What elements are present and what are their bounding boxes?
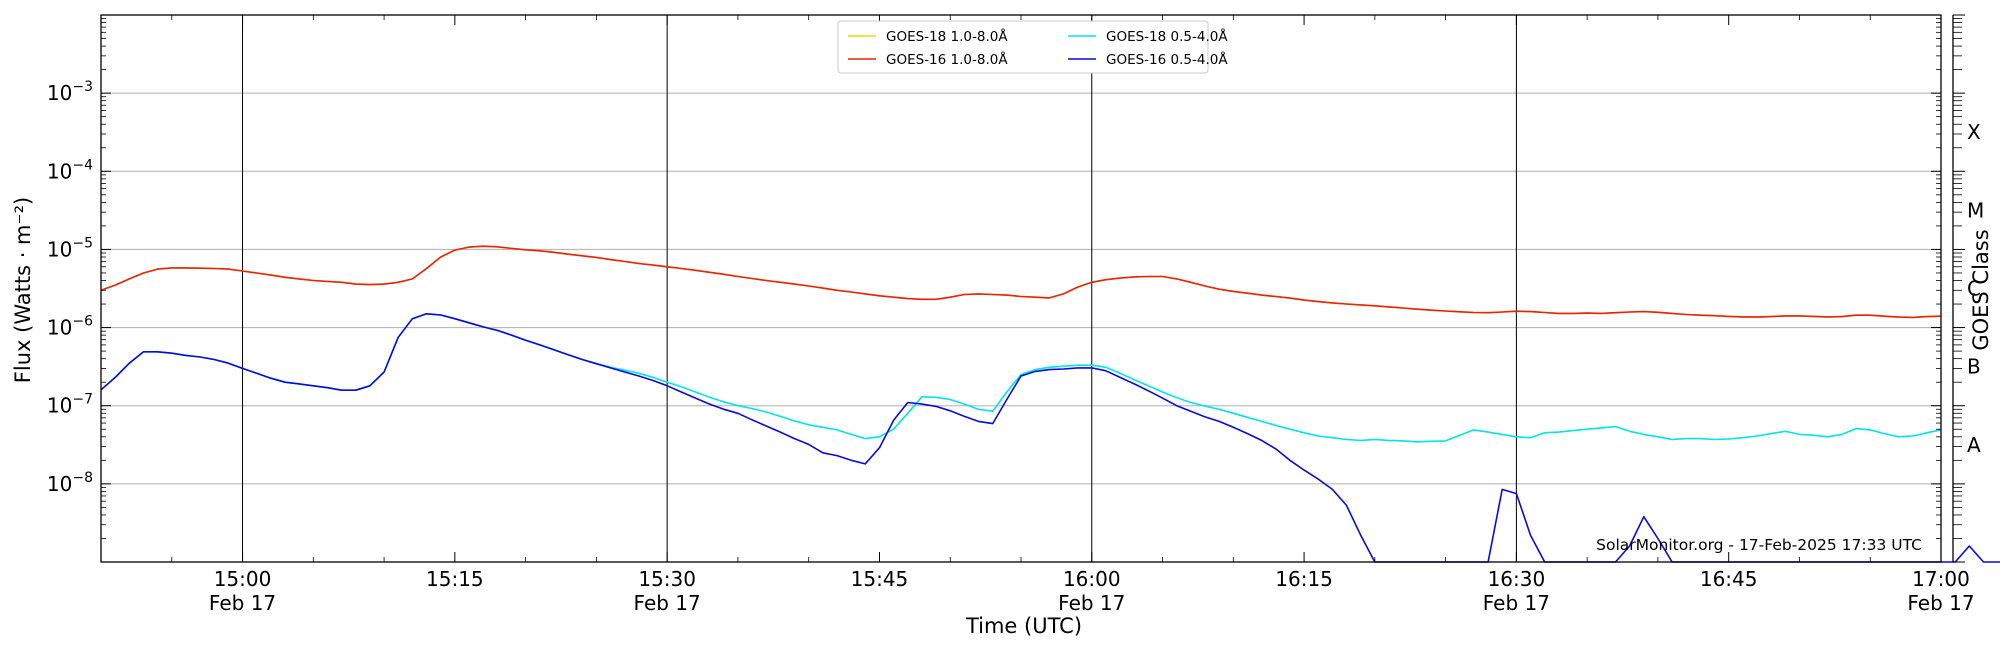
x-tick-label: 15:30	[638, 567, 696, 591]
goes-class-label-C: C	[1967, 277, 1981, 301]
goes-class-label-X: X	[1967, 120, 1981, 144]
x-tick-label: 17:00	[1912, 567, 1970, 591]
plot-frame	[100, 14, 1942, 563]
x-tick-label: 15:15	[426, 567, 484, 591]
y-tick-label: 10−7	[47, 392, 93, 418]
y-axis-title: Flux (Watts · m⁻²)	[11, 197, 35, 383]
y-tick-label: 10−4	[47, 157, 93, 183]
credit-text: SolarMonitor.org - 17-Feb-2025 17:33 UTC	[1596, 536, 1922, 554]
goes-class-label-M: M	[1967, 198, 1984, 222]
legend-label: GOES-18 0.5-4.0Å	[1106, 28, 1228, 45]
legend: GOES-18 1.0-8.0Å GOES-18 0.5-4.0Å GOES-16 …	[837, 20, 1228, 74]
right-axis-title: GOES Class	[1969, 229, 1993, 350]
x-tick-label: 15:00	[214, 567, 272, 591]
y-tick-label: 10−8	[47, 470, 93, 496]
axes	[100, 14, 1954, 563]
y-tick-label: 10−5	[47, 235, 93, 261]
legend-frame	[837, 20, 1209, 74]
legend-label: GOES-16 1.0-8.0Å	[886, 51, 1008, 68]
series-line-4	[100, 313, 2000, 563]
x-tick-date-label: Feb 17	[209, 591, 276, 615]
x-tick-label: 15:45	[851, 567, 909, 591]
x-tick-date-label: Feb 17	[634, 591, 701, 615]
x-tick-label: 16:00	[1063, 567, 1121, 591]
x-tick-date-label: Feb 17	[1483, 591, 1550, 615]
goes-class-label-A: A	[1967, 433, 1981, 457]
x-tick-date-label: Feb 17	[1058, 591, 1125, 615]
x-tick-date-label: Feb 17	[1907, 591, 1974, 615]
x-tick-label: 16:45	[1700, 567, 1758, 591]
grid-lines	[101, 15, 1942, 562]
data-series	[100, 245, 2000, 563]
x-axis-title: Time (UTC)	[965, 614, 1082, 638]
y-tick-label: 10−6	[47, 314, 93, 340]
series-line-2	[100, 245, 1942, 319]
x-tick-label: 16:15	[1275, 567, 1333, 591]
y-tick-label: 10−3	[47, 79, 93, 105]
series-line-1	[100, 245, 1942, 319]
goes-class-label-B: B	[1967, 355, 1981, 379]
legend-label: GOES-18 1.0-8.0Å	[886, 28, 1008, 45]
legend-label: GOES-16 0.5-4.0Å	[1106, 51, 1228, 68]
x-tick-label: 16:30	[1488, 567, 1546, 591]
